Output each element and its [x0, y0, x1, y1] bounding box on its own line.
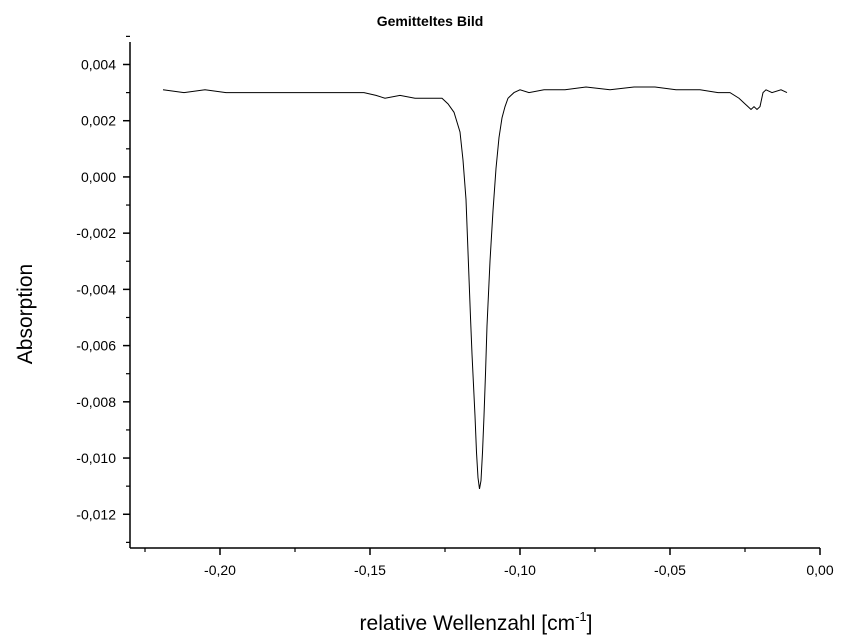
x-tick-label: -0,20 — [204, 562, 236, 578]
y-tick-label: -0,002 — [76, 225, 116, 241]
x-tick-label: 0,00 — [806, 562, 833, 578]
y-ticks: 0,004 0,002 0,000 -0,002 -0,004 -0,006 -0,008 -… — [76, 35, 130, 543]
series-line — [162, 86, 788, 490]
y-tick-label: -0,012 — [76, 506, 116, 522]
x-axis-title-end: ] — [587, 612, 593, 635]
y-tick-label: 0,002 — [81, 113, 116, 129]
y-tick-label: 0,000 — [81, 169, 116, 185]
y-tick-label: -0,006 — [76, 338, 116, 354]
x-ticks: -0,20 -0,15 -0,10 -0,05 0,00 — [144, 548, 834, 578]
y-tick-label: 0,004 — [81, 56, 116, 72]
x-axis-title: relative Wellenzahl [cm-1] — [360, 609, 593, 635]
x-tick-label: -0,05 — [654, 562, 686, 578]
x-axis-title-superscript: -1 — [575, 609, 587, 624]
y-tick-label: -0,008 — [76, 394, 116, 410]
x-tick-label: -0,15 — [354, 562, 386, 578]
chart-title: Gemitteltes Bild — [377, 13, 484, 29]
x-axis-title-main: relative Wellenzahl [cm — [360, 612, 576, 635]
y-tick-label: -0,010 — [76, 450, 116, 466]
axes — [129, 42, 820, 549]
y-axis-title: Absorption — [14, 264, 37, 364]
x-tick-label: -0,10 — [504, 562, 536, 578]
y-tick-label: -0,004 — [76, 281, 116, 297]
